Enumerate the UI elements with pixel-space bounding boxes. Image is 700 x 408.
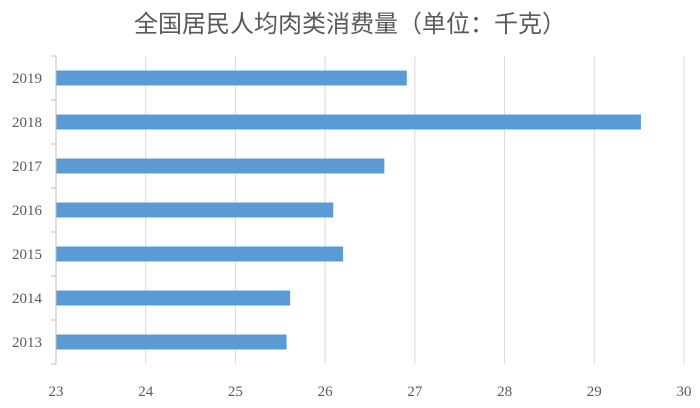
x-tick-label: 24 <box>138 384 154 400</box>
y-tick-label: 2014 <box>12 291 43 307</box>
chart-title: 全国居民人均肉类消费量（单位：千克） <box>134 10 566 38</box>
x-tick-label: 28 <box>497 384 512 400</box>
y-tick-label: 2018 <box>12 115 42 131</box>
x-tick-label: 26 <box>318 384 334 400</box>
x-tick-label: 29 <box>587 384 602 400</box>
y-tick-label: 2017 <box>12 159 43 175</box>
bar-2018 <box>56 114 641 130</box>
x-tick-label: 25 <box>228 384 243 400</box>
tick-labels: 23 24 25 26 27 28 29 30 2013 2014 2015 2016 2017 2018… <box>12 71 692 400</box>
bar-2014 <box>56 290 291 306</box>
bar-2019 <box>56 70 407 86</box>
bar-2016 <box>56 202 334 218</box>
y-tick-label: 2016 <box>12 203 43 219</box>
y-tick-label: 2013 <box>12 335 42 351</box>
bar-2017 <box>56 158 385 174</box>
bar-2013 <box>56 334 287 350</box>
bar-2015 <box>56 246 344 262</box>
axes <box>51 55 57 365</box>
bars <box>56 70 641 350</box>
x-tick-label: 23 <box>49 384 64 400</box>
y-tick-label: 2019 <box>12 71 42 87</box>
x-tick-label: 27 <box>407 384 423 400</box>
y-tick-label: 2015 <box>12 247 42 263</box>
x-tick-label: 30 <box>677 384 692 400</box>
